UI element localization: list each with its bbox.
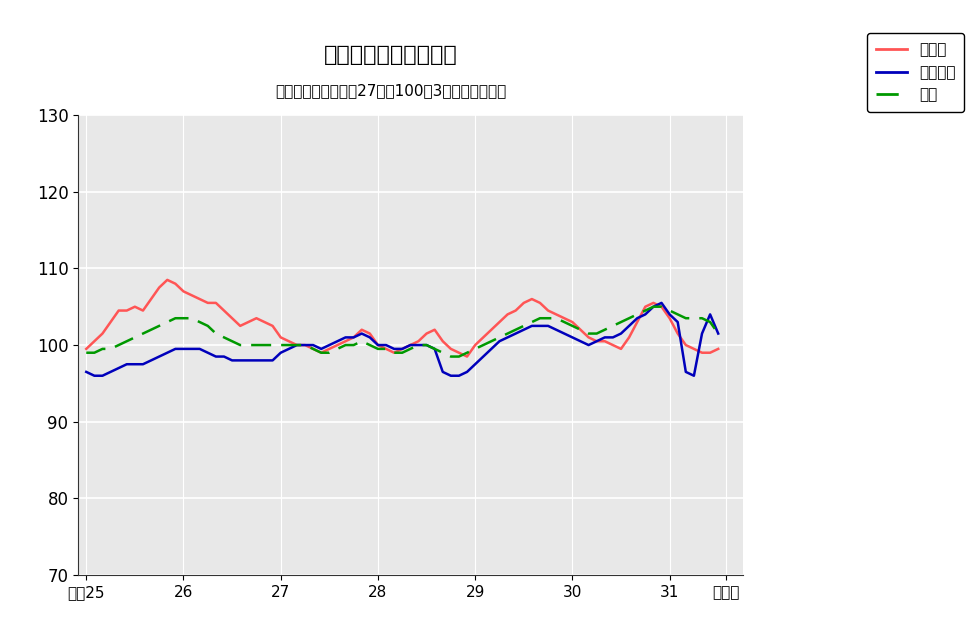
Legend: 鳥取県, 中国地方, 全国: 鳥取県, 中国地方, 全国 <box>867 33 964 112</box>
全国 <box>331 345 343 353</box>
全国 <box>234 341 246 349</box>
鳥取県 <box>348 334 360 341</box>
Line: 鳥取県: 鳥取県 <box>86 280 718 357</box>
鳥取県 <box>80 345 92 353</box>
Line: 全国: 全国 <box>86 307 718 357</box>
中国地方 <box>242 357 254 364</box>
中国地方 <box>712 330 724 337</box>
中国地方 <box>80 368 92 376</box>
全国 <box>712 330 724 337</box>
鳥取県 <box>712 345 724 353</box>
Line: 中国地方: 中国地方 <box>86 303 718 376</box>
鳥取県 <box>461 353 473 360</box>
全国 <box>550 314 562 322</box>
中国地方 <box>453 372 465 380</box>
中国地方 <box>259 357 271 364</box>
鳥取県 <box>340 337 352 345</box>
中国地方 <box>550 326 562 334</box>
全国 <box>340 341 352 349</box>
全国 <box>250 341 262 349</box>
全国 <box>445 353 456 360</box>
鳥取県 <box>242 318 254 326</box>
中国地方 <box>656 299 667 307</box>
全国 <box>80 349 92 357</box>
全国 <box>453 353 465 360</box>
鳥取県 <box>453 349 465 357</box>
Text: 鉱工業生産指数の推移: 鉱工業生産指数の推移 <box>324 45 457 65</box>
鳥取県 <box>559 314 571 322</box>
中国地方 <box>340 334 352 341</box>
鳥取県 <box>161 276 173 284</box>
鳥取県 <box>259 318 271 326</box>
Text: （季節調整済、平成27年＝100、3ヶ月移動平均）: （季節調整済、平成27年＝100、3ヶ月移動平均） <box>276 83 506 98</box>
全国 <box>648 303 659 311</box>
中国地方 <box>348 334 360 341</box>
中国地方 <box>89 372 101 380</box>
